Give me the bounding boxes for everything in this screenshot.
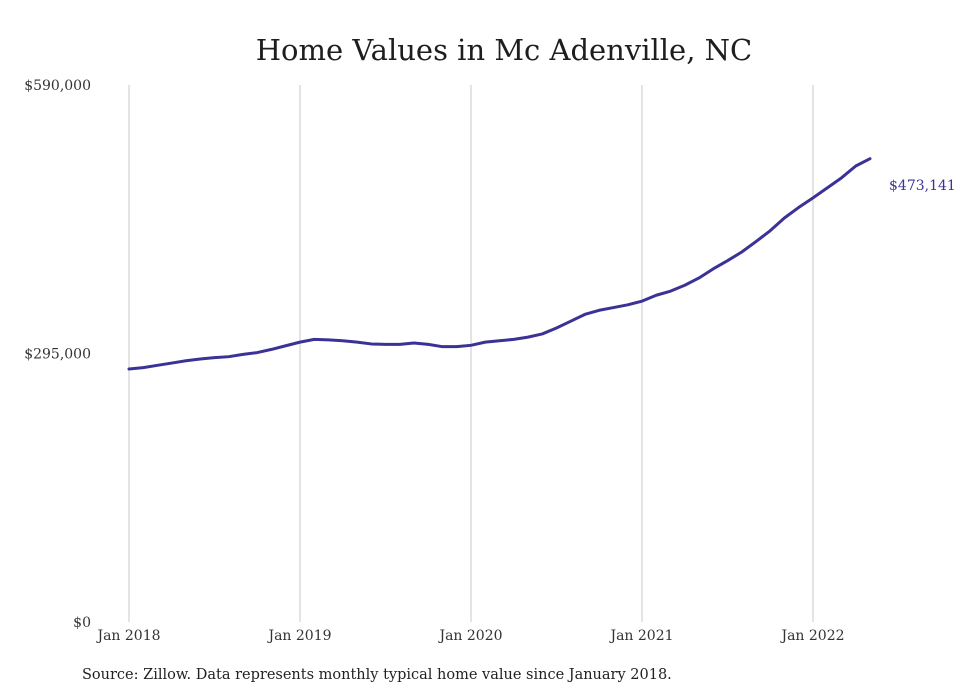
x-tick-label: Jan 2020 <box>437 628 502 644</box>
x-tick-label: Jan 2019 <box>266 628 331 644</box>
series-line-home-value <box>127 157 872 371</box>
x-axis-ticks: Jan 2018 Jan 2019 Jan 2020 Jan 2021 Jan 2022 <box>95 628 844 644</box>
y-tick-label: $0 <box>73 615 91 631</box>
end-value-label: $473,141 <box>889 178 956 194</box>
source-note: Source: Zillow. Data represents monthly … <box>82 667 672 683</box>
x-tick-label: Jan 2018 <box>95 628 160 644</box>
gridlines <box>128 85 814 622</box>
chart-title: Home Values in Mc Adenville, NC <box>256 33 752 67</box>
y-tick-label: $590,000 <box>24 78 91 94</box>
x-tick-label: Jan 2021 <box>608 628 673 644</box>
y-tick-label: $295,000 <box>24 347 91 363</box>
x-tick-label: Jan 2022 <box>779 628 844 644</box>
y-axis-ticks: $0 $295,000 $590,000 <box>24 78 91 631</box>
